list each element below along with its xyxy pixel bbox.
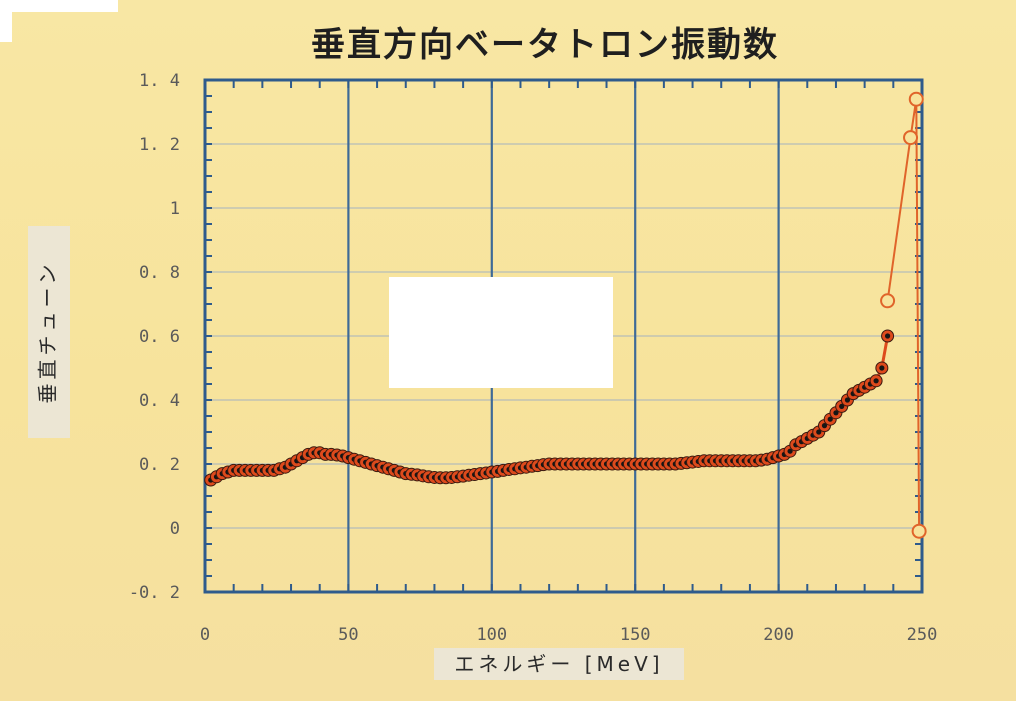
data-point-center	[884, 333, 891, 339]
y-tick-label: 0. 6	[139, 327, 180, 347]
y-axis-label: 垂直チューン	[36, 261, 60, 404]
data-point	[908, 91, 924, 107]
y-tick-label: 0	[170, 519, 180, 539]
data-point-center	[816, 429, 822, 435]
data-point-center	[839, 403, 845, 409]
data-point-center	[827, 416, 833, 422]
x-axis-label: エネルギー [MeV]	[454, 652, 663, 676]
data-point-center	[844, 397, 851, 403]
data-point-center	[879, 365, 885, 371]
y-tick-label: 1. 4	[139, 71, 180, 91]
data-point	[903, 130, 919, 146]
y-tick-label: -0. 2	[129, 583, 180, 603]
page-corner-tab	[0, 12, 12, 42]
page-corner	[0, 0, 118, 12]
y-tick-labels: 1. 4 1. 2 1 0. 8 0. 6 0. 4 0. 2 0 -0. 2	[129, 71, 180, 603]
x-axis-label-background	[434, 648, 684, 680]
y-tick-label: 1	[170, 199, 180, 219]
x-tick-label: 100	[476, 625, 507, 645]
data-point-center	[873, 378, 879, 384]
x-tick-label: 250	[907, 625, 938, 645]
white-cover-box	[389, 277, 613, 388]
y-tick-label: 0. 4	[139, 391, 180, 411]
x-tick-labels: 0 50 100 150 200 250	[200, 625, 937, 645]
data-point-center	[833, 410, 839, 416]
series-line-2	[886, 99, 921, 532]
series-layer	[204, 91, 927, 539]
data-point	[880, 293, 896, 309]
x-tick-label: 0	[200, 625, 210, 645]
chart-title: 垂直方向ベータトロン振動数	[311, 25, 779, 65]
y-tick-label: 0. 8	[139, 263, 180, 283]
y-tick-label: 1. 2	[139, 135, 180, 155]
y-tick-label: 0. 2	[139, 455, 180, 475]
data-point-center	[821, 423, 828, 429]
data-point-center	[787, 448, 793, 454]
x-tick-label: 150	[620, 625, 651, 645]
data-point	[911, 523, 927, 539]
x-tick-label: 200	[763, 625, 794, 645]
plot-frame	[203, 78, 924, 594]
x-tick-label: 50	[338, 625, 358, 645]
y-axis-label-background	[28, 226, 70, 438]
